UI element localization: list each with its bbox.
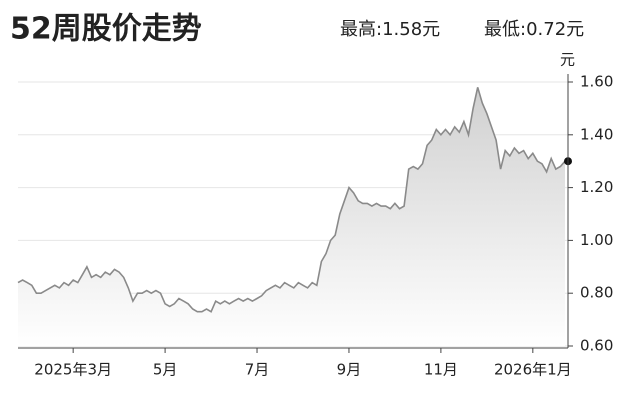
- area: [18, 87, 565, 347]
- y-unit: 元: [560, 51, 575, 69]
- y-tick-label: 0.60: [580, 337, 613, 355]
- x-tick-label: 7月: [245, 361, 270, 379]
- x-tick-label: 2026年1月: [494, 361, 572, 379]
- x-tick-label: 2025年3月: [34, 361, 112, 379]
- y-tick-label: 1.60: [580, 73, 613, 91]
- low-label: 最低:0.72元: [484, 19, 584, 40]
- x-tick-label: 9月: [337, 361, 362, 379]
- y-tick-label: 1.00: [580, 231, 613, 249]
- price-line: [17, 87, 566, 313]
- y-tick-label: 1.20: [580, 178, 613, 196]
- high-label: 最高:1.58元: [340, 19, 440, 40]
- x-tick-label: 11月: [424, 361, 458, 379]
- chart-title: 52周股价走势: [10, 12, 202, 47]
- y-tick-label: 0.80: [580, 284, 613, 302]
- x-tick-label: 5月: [153, 361, 178, 379]
- y-tick-label: 1.40: [580, 125, 613, 143]
